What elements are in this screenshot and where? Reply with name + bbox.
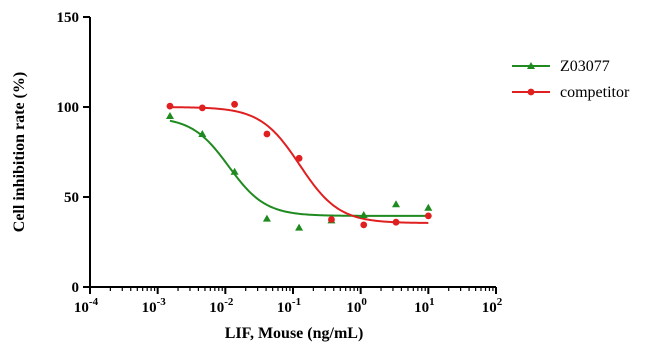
data-point-z03077 (392, 200, 401, 208)
data-point-z03077 (165, 112, 174, 119)
x-tick-label: 10-2 (209, 296, 234, 316)
tick-labels: 0 50 100 150 10-4 10-3 10-2 10-1 100 101 102 (57, 10, 503, 316)
axes (83, 16, 497, 294)
data-point-z03077 (230, 167, 239, 175)
legend-label: Z03077 (560, 58, 610, 75)
data-point-competitor (360, 221, 368, 229)
data-point-z03077 (262, 214, 271, 222)
legend-marker (527, 88, 535, 96)
data-point-competitor (263, 130, 271, 138)
data-point-z03077 (424, 203, 433, 211)
x-tick-label: 102 (482, 296, 503, 316)
data-points (165, 100, 433, 231)
y-tick-label: 0 (72, 280, 80, 296)
data-point-competitor (166, 102, 174, 110)
legend: Z03077 competitor (512, 58, 630, 101)
data-point-z03077 (359, 211, 368, 218)
y-tick-label: 150 (57, 10, 80, 26)
legend-marker (527, 62, 535, 69)
data-point-competitor (328, 216, 335, 223)
y-tick-label: 100 (57, 100, 80, 116)
data-point-competitor (295, 154, 303, 162)
fit-curve-competitor (169, 106, 429, 224)
data-point-z03077 (198, 130, 207, 137)
x-axis-title: LIF, Mouse (ng/mL) (225, 325, 364, 342)
y-axis-title: Cell inhibition rate (%) (11, 72, 28, 232)
x-tick-label: 100 (346, 296, 367, 316)
x-tick-label: 101 (414, 296, 435, 316)
x-tick-label: 10-1 (277, 296, 301, 316)
data-point-competitor (392, 218, 400, 226)
data-point-competitor (198, 104, 206, 112)
fit-curve-z03077 (169, 119, 429, 217)
data-point-competitor (424, 212, 432, 220)
data-point-competitor (231, 100, 238, 108)
data-point-z03077 (295, 223, 304, 231)
y-tick-label: 50 (64, 190, 79, 206)
legend-label: competitor (560, 84, 630, 101)
fit-curves (169, 106, 429, 224)
x-tick-label: 10-4 (74, 296, 99, 316)
x-tick-label: 10-3 (142, 296, 167, 316)
